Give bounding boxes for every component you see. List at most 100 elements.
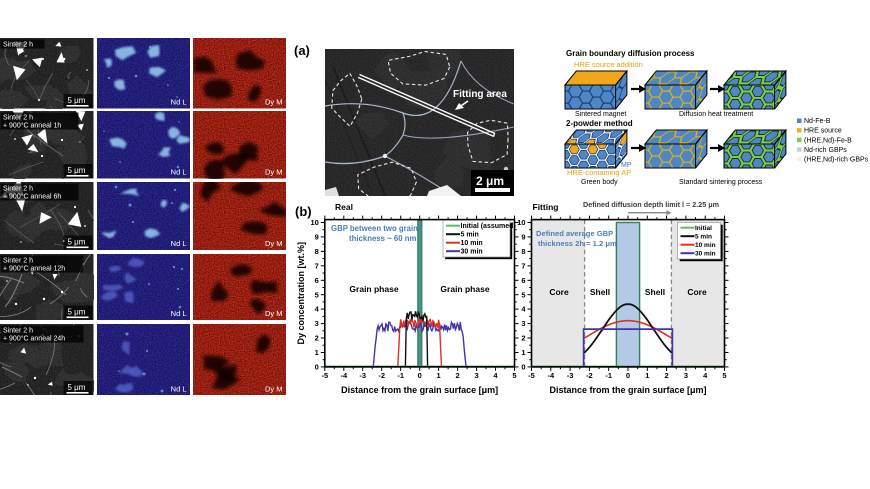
svg-text:MP: MP (621, 162, 632, 169)
svg-text:9: 9 (521, 233, 525, 242)
svg-text:Dy M: Dy M (265, 239, 283, 248)
svg-text:5 μm: 5 μm (68, 96, 86, 105)
svg-text:-3: -3 (359, 371, 366, 380)
svg-text:6: 6 (315, 276, 319, 285)
svg-text:6: 6 (521, 276, 525, 285)
svg-text:+ 900°C anneal 1h: + 900°C anneal 1h (3, 122, 61, 130)
svg-text:-3: -3 (567, 371, 574, 380)
svg-text:4: 4 (315, 305, 320, 314)
svg-text:5 min: 5 min (695, 234, 712, 241)
svg-text:HRE source addition: HRE source addition (574, 60, 643, 69)
svg-text:10: 10 (310, 218, 318, 227)
svg-text:2 μm: 2 μm (476, 174, 504, 188)
svg-text:Distance from the grain surfac: Distance from the grain surface [μm] (341, 385, 498, 395)
svg-text:HRE-containing AP: HRE-containing AP (567, 168, 631, 177)
svg-text:Nd L: Nd L (170, 98, 186, 107)
svg-text:1: 1 (437, 371, 441, 380)
svg-text:Nd L: Nd L (170, 168, 186, 177)
svg-text:Real: Real (335, 202, 353, 212)
svg-text:-4: -4 (340, 371, 347, 380)
svg-text:0: 0 (418, 371, 422, 380)
svg-text:0: 0 (315, 363, 319, 372)
svg-text:2: 2 (521, 334, 525, 343)
svg-text:5 μm: 5 μm (68, 166, 86, 175)
svg-text:3: 3 (315, 319, 319, 328)
svg-text:4: 4 (703, 371, 708, 380)
svg-text:Initial (assumed): Initial (assumed) (461, 223, 516, 230)
svg-text:Shell: Shell (590, 287, 610, 297)
svg-text:Diffusion heat treatment: Diffusion heat treatment (679, 111, 753, 118)
svg-text:7: 7 (315, 261, 319, 270)
svg-text:3: 3 (684, 371, 688, 380)
svg-text:Core: Core (549, 287, 569, 297)
svg-text:Nd-rich GBPs: Nd-rich GBPs (804, 147, 847, 154)
svg-text:Dy M: Dy M (265, 168, 283, 177)
svg-text:Nd L: Nd L (170, 309, 186, 318)
svg-text:1: 1 (645, 371, 649, 380)
svg-text:30 min: 30 min (695, 251, 716, 258)
svg-text:5: 5 (722, 371, 726, 380)
svg-text:3: 3 (521, 319, 525, 328)
svg-text:9: 9 (315, 233, 319, 242)
svg-text:5 μm: 5 μm (68, 383, 86, 392)
svg-text:Grain phase: Grain phase (349, 284, 398, 294)
svg-text:5: 5 (512, 371, 516, 380)
svg-text:+ 900°C anneal 6h: + 900°C anneal 6h (3, 193, 61, 201)
svg-text:Defined average GBP: Defined average GBP (536, 229, 613, 238)
svg-text:Fitting area: Fitting area (453, 89, 507, 100)
svg-text:3: 3 (475, 371, 479, 380)
svg-text:5 μm: 5 μm (68, 238, 86, 247)
svg-text:4: 4 (521, 305, 526, 314)
svg-text:Dy M: Dy M (265, 384, 283, 393)
svg-text:2: 2 (456, 371, 460, 380)
svg-text:Standard sintering process: Standard sintering process (679, 179, 763, 186)
svg-text:Grain boundary diffusion proce: Grain boundary diffusion process (566, 49, 695, 58)
svg-text:-4: -4 (547, 371, 554, 380)
svg-text:Nd-Fe-B: Nd-Fe-B (804, 118, 831, 125)
svg-text:5 μm: 5 μm (68, 307, 86, 316)
svg-text:10: 10 (517, 218, 525, 227)
svg-text:GBP between two grains: GBP between two grains (331, 224, 423, 233)
svg-text:2-powder method: 2-powder method (566, 119, 633, 128)
svg-text:8: 8 (315, 247, 319, 256)
svg-text:Dy M: Dy M (265, 309, 283, 318)
svg-text:Dy concentration [wt.%]: Dy concentration [wt.%] (296, 242, 306, 345)
svg-text:Sinter 2 h: Sinter 2 h (3, 186, 33, 193)
svg-text:HRE source: HRE source (804, 128, 842, 135)
svg-text:Initial: Initial (695, 225, 712, 232)
svg-text:+ 900°C anneal 24h: + 900°C anneal 24h (3, 334, 65, 342)
svg-text:2: 2 (315, 334, 319, 343)
svg-text:Fitting: Fitting (533, 202, 559, 212)
svg-text:-2: -2 (586, 371, 593, 380)
svg-text:(HRE,Nd)-Fe-B: (HRE,Nd)-Fe-B (804, 137, 852, 144)
svg-text:(HRE,Nd)-rich GBPs: (HRE,Nd)-rich GBPs (804, 157, 869, 164)
svg-text:Sinter 2 h: Sinter 2 h (3, 327, 33, 334)
svg-text:0: 0 (521, 363, 525, 372)
svg-text:Sinter 2 h: Sinter 2 h (3, 115, 33, 122)
svg-text:2: 2 (665, 371, 669, 380)
svg-text:(b): (b) (295, 204, 312, 219)
svg-text:Sinter 2 h: Sinter 2 h (3, 257, 33, 264)
svg-text:5 min: 5 min (461, 232, 479, 239)
svg-text:4: 4 (493, 371, 498, 380)
svg-text:-5: -5 (321, 371, 328, 380)
svg-text:thickness ~ 60 nm: thickness ~ 60 nm (349, 234, 416, 243)
svg-text:0: 0 (626, 371, 630, 380)
svg-text:Sintered magnet: Sintered magnet (575, 111, 626, 118)
svg-text:30 min: 30 min (461, 249, 483, 256)
svg-text:1: 1 (315, 348, 319, 357)
svg-text:5: 5 (315, 290, 319, 299)
svg-text:Green body: Green body (581, 179, 618, 186)
svg-text:10 min: 10 min (695, 242, 716, 249)
svg-text:Shell: Shell (645, 287, 665, 297)
svg-text:-1: -1 (397, 371, 404, 380)
svg-text:8: 8 (521, 247, 525, 256)
svg-text:Distance from the grain surfac: Distance from the grain surface [μm] (549, 385, 706, 395)
svg-text:-5: -5 (528, 371, 535, 380)
svg-text:Sinter 2 h: Sinter 2 h (3, 42, 33, 49)
svg-text:Nd L: Nd L (170, 384, 186, 393)
svg-text:10 min: 10 min (461, 240, 483, 247)
svg-text:Grain phase: Grain phase (440, 284, 489, 294)
svg-text:-1: -1 (605, 371, 612, 380)
svg-text:Dy M: Dy M (265, 98, 283, 107)
